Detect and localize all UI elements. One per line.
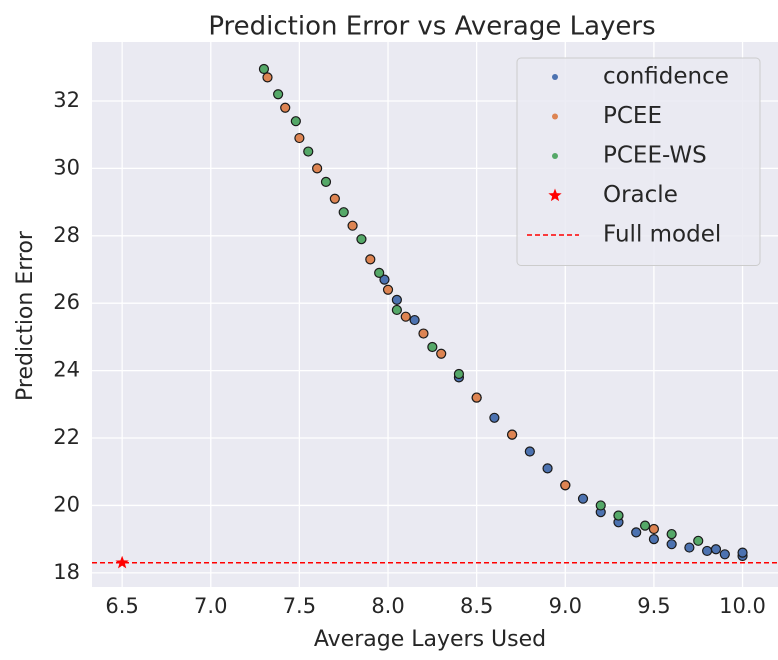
legend-label: PCEE <box>603 103 662 129</box>
scatter-point <box>639 520 651 531</box>
legend-label: Oracle <box>603 182 678 208</box>
x-tick-label: 9.0 <box>549 594 582 618</box>
scatter-point <box>613 510 624 521</box>
scatter-point <box>701 545 713 557</box>
y-tick-label: 20 <box>53 492 80 516</box>
legend-label: Full model <box>603 222 721 248</box>
legend-marker <box>552 74 558 80</box>
scatter-point <box>577 493 589 504</box>
scatter-point <box>595 500 606 511</box>
scatter-point <box>524 446 535 457</box>
scatter-point <box>693 535 704 546</box>
scatter-point <box>737 547 748 558</box>
scatter-point <box>631 527 642 538</box>
legend-marker <box>552 113 558 120</box>
scatter-point <box>262 72 273 83</box>
scatter-point <box>258 63 270 75</box>
scatter-point <box>365 254 376 265</box>
scatter-point <box>560 480 571 491</box>
x-tick-label: 6.5 <box>105 594 138 618</box>
y-tick-label: 28 <box>53 223 80 247</box>
scatter-point <box>436 348 447 359</box>
scatter-point <box>320 176 332 187</box>
scatter-point <box>648 523 660 535</box>
scatter-point <box>391 304 402 316</box>
x-axis-label: Average Layers Used <box>314 627 546 652</box>
scatter-point <box>379 274 390 285</box>
scatter-point <box>347 220 358 231</box>
scatter-point <box>648 534 660 545</box>
scatter-point <box>710 544 722 555</box>
legend-marker <box>552 153 558 159</box>
legend-marker <box>548 188 562 202</box>
scatter-point <box>542 463 553 474</box>
scatter-point <box>356 234 367 245</box>
x-tick-label: 7.0 <box>194 594 227 618</box>
y-tick-label: 24 <box>53 358 80 382</box>
scatter-point <box>507 429 518 440</box>
scatter-point <box>409 314 420 326</box>
scatter-point <box>471 392 482 403</box>
y-tick-label: 18 <box>53 560 80 584</box>
x-tick-label: 7.5 <box>283 594 316 618</box>
scatter-point <box>312 163 323 174</box>
x-tick-label: 10.0 <box>719 594 766 618</box>
scatter-point <box>280 102 291 113</box>
y-tick-label: 26 <box>53 290 80 314</box>
scatter-point <box>382 284 394 295</box>
y-axis-label: Prediction Error <box>13 230 38 401</box>
scatter-point <box>294 132 305 144</box>
scatter-point <box>666 539 677 550</box>
legend-label: PCEE-WS <box>603 143 707 169</box>
x-tick-label: 8.5 <box>460 594 493 618</box>
y-tick-label: 30 <box>53 155 80 179</box>
scatter-point <box>290 116 301 127</box>
scatter-point <box>719 549 730 560</box>
scatter-point <box>338 207 349 218</box>
x-tick-label: 9.5 <box>637 594 670 618</box>
scatter-point <box>418 328 429 339</box>
scatter-point <box>374 267 385 278</box>
scatter-point <box>489 412 500 423</box>
scatter-point <box>329 193 340 204</box>
y-tick-label: 22 <box>53 425 80 449</box>
x-tick-label: 8.0 <box>371 594 404 618</box>
chart-title: Prediction Error vs Average Layers <box>208 12 655 42</box>
scatter-point <box>453 368 465 380</box>
scatter-point <box>391 294 402 305</box>
scatter-point <box>303 146 314 157</box>
oracle-point <box>115 555 129 569</box>
scatter-point <box>684 542 695 553</box>
legend-label: confidence <box>603 64 729 90</box>
y-tick-label: 32 <box>53 88 80 112</box>
scatter-point <box>273 89 284 100</box>
scatter-point <box>400 311 411 322</box>
scatter-point <box>666 528 677 540</box>
legend-box <box>516 57 761 266</box>
scatter-point <box>427 341 438 353</box>
